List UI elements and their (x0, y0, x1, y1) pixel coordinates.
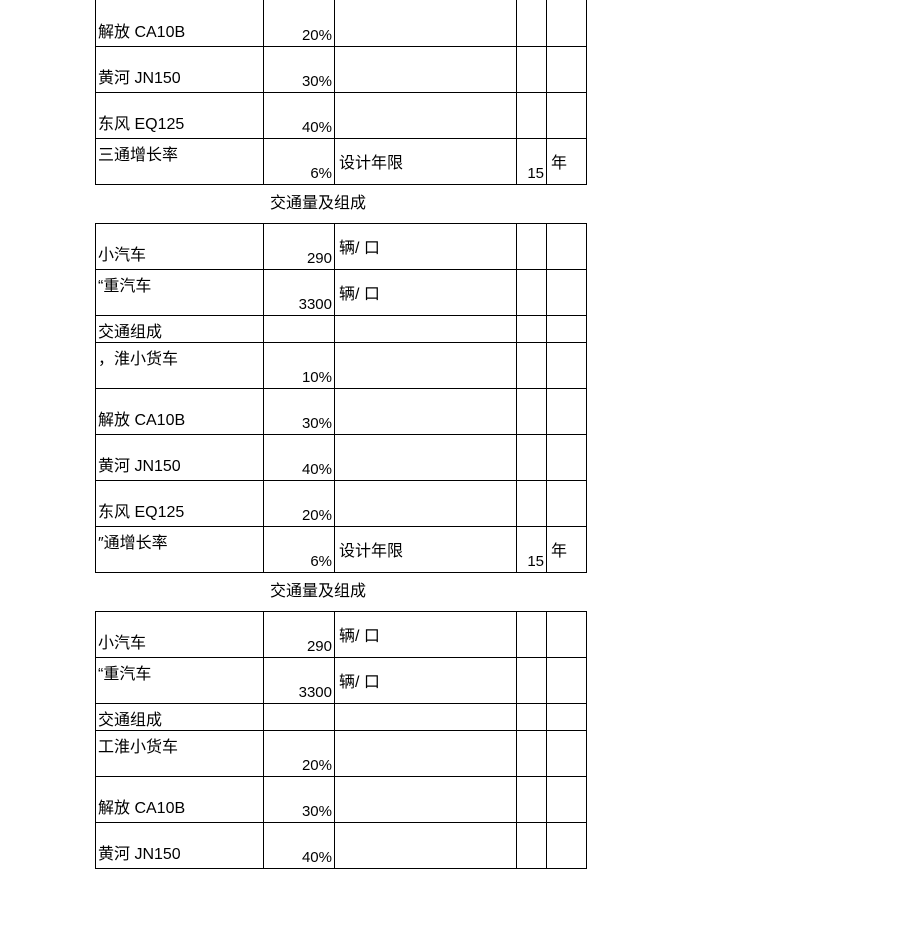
row-unit: 年 (547, 149, 586, 173)
row-value: 3300 (264, 684, 334, 703)
traffic-table-2: 小汽车 290 辆/ 口 “重汽车 3300 辆/ 口 交通组成 ，淮小货车 1… (95, 223, 587, 573)
row-label: ″通增长率 (96, 527, 263, 553)
row-label: 小汽车 (96, 629, 263, 657)
row-mid: 辆/ 口 (335, 280, 516, 304)
row-label: ，淮小货车 (96, 343, 263, 369)
row-label: 解放 CA10B (96, 794, 263, 822)
row-label: 小汽车 (96, 241, 263, 269)
row-label: 东风 EQ125 (96, 498, 263, 526)
row-label: 解放 CA10B (96, 406, 263, 434)
traffic-table-3: 小汽车 290 辆/ 口 “重汽车 3300 辆/ 口 交通组成 工淮小货车 2… (95, 611, 587, 869)
row-value: 30% (264, 415, 334, 434)
table-caption-2: 交通量及组成 (95, 573, 920, 611)
row-label: 交通组成 (96, 704, 263, 730)
row-value: 290 (264, 250, 334, 269)
row-label: 黄河 JN150 (96, 64, 263, 92)
row-label: 东风 EQ125 (96, 110, 263, 138)
row-value: 20% (264, 27, 334, 46)
row-value: 40% (264, 119, 334, 138)
row-label: 工淮小货车 (96, 731, 263, 757)
row-mid: 辆/ 口 (335, 668, 516, 692)
row-value: 6% (264, 165, 334, 184)
row-value: 6% (264, 553, 334, 572)
row-label: 交通组成 (96, 316, 263, 342)
row-label: 三通增长率 (96, 139, 263, 165)
row-mid: 辆/ 口 (335, 622, 516, 646)
row-label: 黄河 JN150 (96, 452, 263, 480)
row-label: 解放 CA10B (96, 18, 263, 46)
traffic-table-1: 解放 CA10B 20% 黄河 JN150 30% 东风 EQ125 40% 三… (95, 0, 587, 185)
row-value: 20% (264, 757, 334, 776)
row-value: 3300 (264, 296, 334, 315)
row-num2: 15 (517, 165, 546, 184)
row-mid: 辆/ 口 (335, 234, 516, 258)
row-value: 20% (264, 507, 334, 526)
row-num2: 15 (517, 553, 546, 572)
row-value: 40% (264, 849, 334, 868)
row-unit: 年 (547, 537, 586, 561)
row-value: 290 (264, 638, 334, 657)
table-caption-1: 交通量及组成 (95, 185, 920, 223)
row-mid: 设计年限 (335, 149, 516, 173)
row-value: 40% (264, 461, 334, 480)
row-value: 30% (264, 803, 334, 822)
row-label: “重汽车 (96, 658, 263, 684)
row-value: 30% (264, 73, 334, 92)
row-mid: 设计年限 (335, 537, 516, 561)
row-label: 黄河 JN150 (96, 840, 263, 868)
row-value: 10% (264, 369, 334, 388)
row-label: “重汽车 (96, 270, 263, 296)
